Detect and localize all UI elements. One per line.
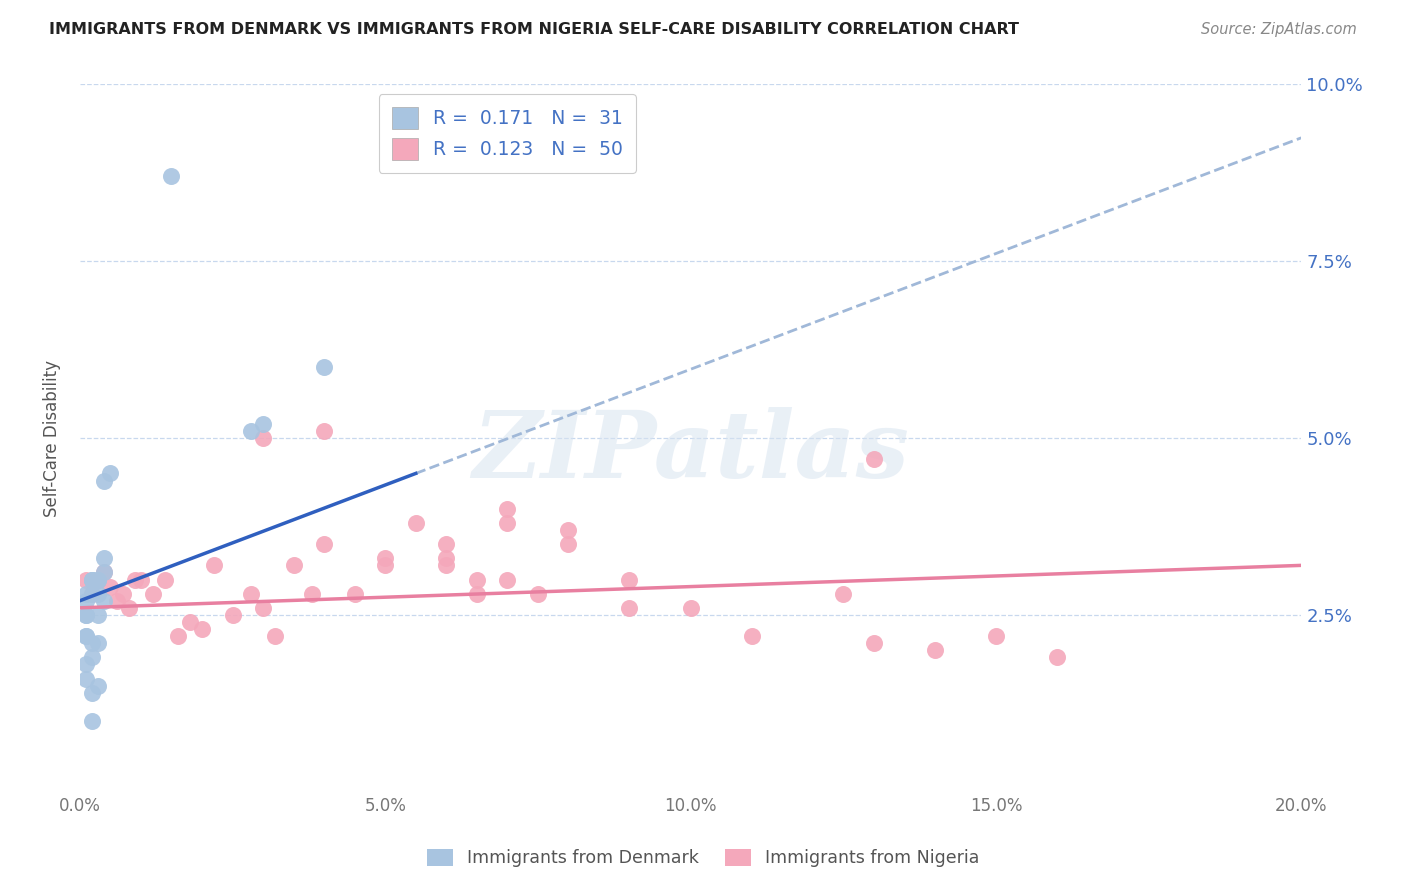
Point (87, 573, 110, 587)
Point (239, 424, 262, 438)
Y-axis label: Self-Care Disability: Self-Care Disability (44, 359, 60, 516)
Point (984, 629, 1007, 643)
Point (862, 452, 884, 467)
Point (221, 607, 243, 622)
Legend: R =  0.171   N =  31, R =  0.123   N =  50: R = 0.171 N = 31, R = 0.123 N = 50 (378, 94, 636, 173)
Point (465, 587, 488, 601)
Point (87, 573, 110, 587)
Point (93, 551, 115, 566)
Point (252, 600, 274, 615)
Point (142, 587, 165, 601)
Point (93, 474, 115, 488)
Text: IMMIGRANTS FROM DENMARK VS IMMIGRANTS FROM NIGERIA SELF-CARE DISABILITY CORRELAT: IMMIGRANTS FROM DENMARK VS IMMIGRANTS FR… (49, 22, 1019, 37)
Point (434, 551, 457, 566)
Point (80, 714, 103, 728)
Point (75, 593, 97, 607)
Point (314, 360, 336, 375)
Point (75, 587, 97, 601)
Point (239, 587, 262, 601)
Point (118, 600, 141, 615)
Point (301, 587, 323, 601)
Point (87, 679, 110, 693)
Point (924, 643, 946, 657)
Point (80, 587, 103, 601)
Point (252, 431, 274, 445)
Text: ZIPatlas: ZIPatlas (472, 408, 910, 497)
Point (80, 686, 103, 700)
Point (124, 573, 146, 587)
Point (93, 566, 115, 580)
Point (434, 558, 457, 573)
Point (105, 593, 128, 607)
Point (314, 537, 336, 551)
Point (93, 566, 115, 580)
Legend: Immigrants from Denmark, Immigrants from Nigeria: Immigrants from Denmark, Immigrants from… (420, 842, 986, 874)
Point (264, 629, 287, 643)
Point (314, 424, 336, 438)
Point (87, 607, 110, 622)
Text: Source: ZipAtlas.com: Source: ZipAtlas.com (1201, 22, 1357, 37)
Point (252, 417, 274, 431)
Point (75, 573, 97, 587)
Point (80, 573, 103, 587)
Point (434, 537, 457, 551)
Point (75, 629, 97, 643)
Point (557, 537, 579, 551)
Point (93, 593, 115, 607)
Point (75, 607, 97, 622)
Point (166, 629, 188, 643)
Point (405, 516, 427, 530)
Point (191, 622, 214, 636)
Point (741, 629, 763, 643)
Point (374, 558, 396, 573)
Point (496, 516, 519, 530)
Point (465, 573, 488, 587)
Point (80, 587, 103, 601)
Point (80, 573, 103, 587)
Point (374, 551, 396, 566)
Point (832, 587, 855, 601)
Point (1046, 650, 1069, 665)
Point (87, 573, 110, 587)
Point (619, 600, 641, 615)
Point (129, 573, 152, 587)
Point (111, 587, 134, 601)
Point (343, 587, 366, 601)
Point (80, 650, 103, 665)
Point (619, 573, 641, 587)
Point (202, 558, 225, 573)
Point (160, 169, 183, 184)
Point (75, 607, 97, 622)
Point (557, 523, 579, 537)
Point (862, 636, 884, 650)
Point (87, 587, 110, 601)
Point (155, 573, 177, 587)
Point (496, 573, 519, 587)
Point (283, 558, 305, 573)
Point (75, 629, 97, 643)
Point (179, 615, 201, 629)
Point (75, 672, 97, 686)
Point (100, 467, 122, 481)
Point (87, 636, 110, 650)
Point (80, 636, 103, 650)
Point (679, 600, 702, 615)
Point (496, 501, 519, 516)
Point (75, 657, 97, 672)
Point (100, 580, 122, 594)
Point (527, 587, 550, 601)
Point (80, 573, 103, 587)
